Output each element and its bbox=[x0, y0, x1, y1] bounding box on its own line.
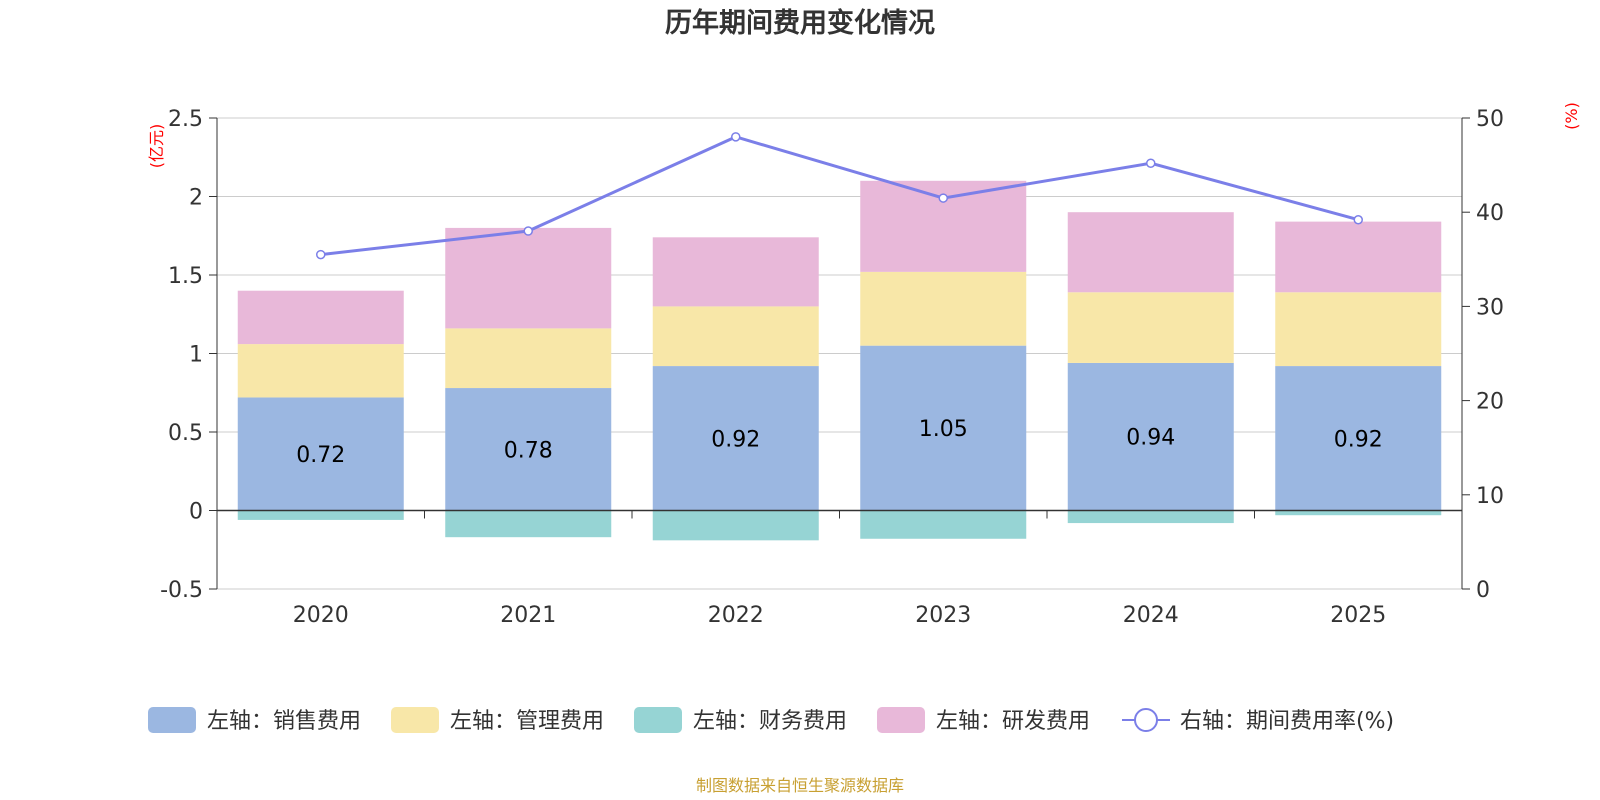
legend-label: 左轴：销售费用 bbox=[207, 709, 361, 734]
legend-label: 左轴：管理费用 bbox=[450, 709, 604, 734]
line-layer bbox=[316, 132, 1363, 260]
legend-label: 左轴：研发费用 bbox=[936, 709, 1090, 734]
bar-2020 bbox=[237, 290, 404, 345]
axis-layer: -0.5 0 0.5 1 1.5 2 2.5 0 10 20 30 40 50 2020 2021 2022 2… bbox=[160, 107, 1504, 628]
legend-circle-marker bbox=[1134, 708, 1158, 732]
data-label: 0.92 bbox=[1334, 427, 1383, 452]
left-axis-tick-label: 1.5 bbox=[168, 264, 203, 289]
bar-2023 bbox=[860, 345, 1027, 511]
right-axis-unit: (%) bbox=[1562, 102, 1581, 130]
left-axis-tick-label: -0.5 bbox=[160, 578, 203, 603]
bar-2024 bbox=[1067, 510, 1234, 524]
bar-2021 bbox=[445, 328, 612, 389]
rate-line bbox=[320, 135, 1359, 257]
bar-2020 bbox=[237, 510, 404, 520]
bar-2024 bbox=[1067, 292, 1234, 363]
left-axis-tick-label: 1 bbox=[189, 343, 203, 368]
bar-2025 bbox=[1275, 221, 1442, 293]
rate-point bbox=[1353, 214, 1363, 225]
bar-2025 bbox=[1275, 366, 1442, 511]
grid-layer bbox=[217, 117, 1462, 590]
x-axis-tick-label: 2025 bbox=[1330, 603, 1386, 628]
left-axis-tick-label: 0.5 bbox=[168, 421, 203, 446]
left-axis-tick-label: 2 bbox=[189, 186, 203, 211]
x-axis-tick-label: 2021 bbox=[500, 603, 556, 628]
data-label: 0.92 bbox=[711, 427, 760, 452]
right-axis-tick-label: 0 bbox=[1476, 578, 1490, 603]
bar-2022 bbox=[652, 366, 819, 511]
right-axis-tick-label: 10 bbox=[1476, 484, 1504, 509]
data-label: 1.05 bbox=[919, 417, 968, 442]
x-axis-tick-label: 2020 bbox=[293, 603, 349, 628]
legend: 左轴：销售费用 左轴：管理费用 左轴：财务费用 左轴：研发费用 右轴：期间费用率(%) bbox=[148, 707, 1394, 734]
legend-swatch bbox=[391, 707, 439, 733]
bar-2025 bbox=[1275, 292, 1442, 367]
left-axis-tick-label: 2.5 bbox=[168, 107, 203, 132]
bar-2022 bbox=[652, 510, 819, 541]
bar-2021 bbox=[445, 510, 612, 538]
legend-label: 左轴：财务费用 bbox=[693, 709, 847, 734]
legend-swatch bbox=[634, 707, 682, 733]
data-label: 0.94 bbox=[1126, 426, 1175, 451]
rate-point bbox=[731, 132, 741, 142]
rate-point bbox=[1146, 158, 1156, 168]
left-axis-tick-label: 0 bbox=[189, 500, 203, 525]
bar-2020 bbox=[237, 344, 404, 398]
legend-swatch bbox=[877, 707, 925, 733]
data-label: 0.78 bbox=[504, 438, 553, 463]
x-axis-tick-label: 2022 bbox=[708, 603, 764, 628]
bar-2021 bbox=[445, 227, 612, 329]
bar-2020 bbox=[237, 397, 404, 511]
right-axis-tick-label: 20 bbox=[1476, 390, 1504, 415]
labels-layer: 0.72 0.78 0.92 1.05 0.94 0.92 bbox=[296, 417, 1382, 468]
bar-2023 bbox=[860, 510, 1027, 539]
right-axis-tick-label: 40 bbox=[1476, 201, 1504, 226]
rate-point bbox=[316, 249, 326, 260]
bar-2023 bbox=[860, 271, 1027, 346]
bar-2024 bbox=[1067, 212, 1234, 293]
bar-2024 bbox=[1067, 362, 1234, 511]
chart-title: 历年期间费用变化情况 bbox=[665, 7, 935, 39]
x-axis-tick-label: 2024 bbox=[1123, 603, 1179, 628]
right-axis-tick-label: 50 bbox=[1476, 107, 1504, 132]
data-label: 0.72 bbox=[296, 443, 345, 468]
x-axis-tick-label: 2023 bbox=[915, 603, 971, 628]
bars-layer bbox=[237, 180, 1442, 541]
rate-point bbox=[523, 226, 533, 236]
source-note: 制图数据来自恒生聚源数据库 bbox=[696, 776, 904, 795]
legend-swatch bbox=[148, 707, 196, 733]
bar-2025 bbox=[1275, 510, 1442, 516]
left-axis-unit: (亿元) bbox=[147, 124, 166, 169]
rate-point bbox=[938, 193, 948, 203]
bar-2021 bbox=[445, 388, 612, 511]
legend-label: 右轴：期间费用率(%) bbox=[1180, 709, 1394, 734]
bar-2022 bbox=[652, 306, 819, 367]
right-axis-tick-label: 30 bbox=[1476, 295, 1504, 320]
bar-2022 bbox=[652, 237, 819, 307]
